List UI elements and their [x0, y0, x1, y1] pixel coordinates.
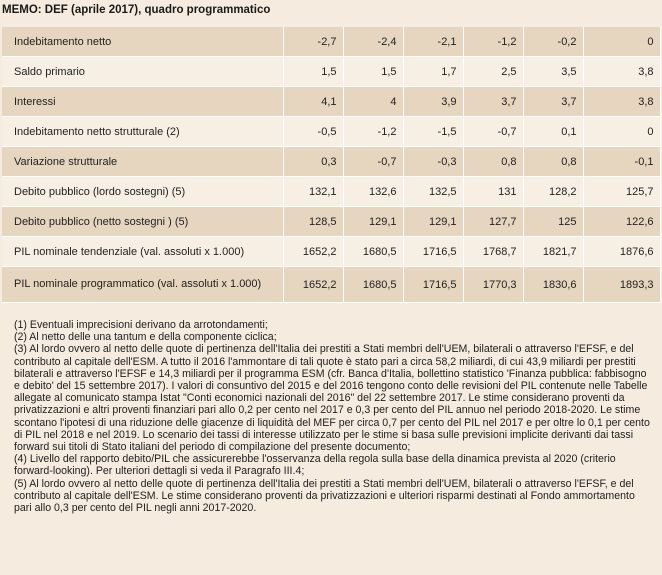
cell-value: 2,5 — [463, 56, 524, 87]
table-row: Debito pubblico (lordo sostegni) (5) 132… — [2, 176, 661, 207]
table-row: Interessi 4,1 4 3,9 3,7 3,7 3,8 — [2, 86, 661, 117]
cell-value: 1821,7 — [523, 236, 584, 267]
table-row: Indebitamento netto strutturale (2) -0,5… — [2, 116, 661, 147]
cell-value: 129,1 — [403, 206, 464, 237]
cell-value: 0,3 — [283, 146, 344, 177]
cell-value: -0,7 — [463, 116, 524, 147]
cell-value: 0,8 — [463, 146, 524, 177]
row-label: PIL nominale programmatico (val. assolut… — [2, 266, 284, 303]
table-row: PIL nominale programmatico (val. assolut… — [2, 266, 661, 303]
cell-value: 3,8 — [583, 56, 661, 87]
cell-value: 3,8 — [583, 86, 661, 117]
cell-value: 4,1 — [283, 86, 344, 117]
cell-value: 3,7 — [523, 86, 584, 117]
cell-value: 1830,6 — [523, 266, 584, 303]
row-label: Debito pubblico (lordo sostegni) (5) — [2, 176, 284, 207]
cell-value: 132,6 — [343, 176, 404, 207]
cell-value: -0,2 — [523, 27, 584, 57]
cell-value: 1876,6 — [583, 236, 661, 267]
cell-value: 122,6 — [583, 206, 661, 237]
row-label: PIL nominale tendenziale (val. assoluti … — [2, 236, 284, 267]
cell-value: 1716,5 — [403, 236, 464, 267]
row-label: Indebitamento netto — [2, 27, 284, 57]
cell-value: 1768,7 — [463, 236, 524, 267]
memo-title: MEMO: DEF (aprile 2017), quadro programm… — [2, 4, 271, 16]
cell-value: 1,7 — [403, 56, 464, 87]
cell-value: 3,7 — [463, 86, 524, 117]
table-row: Debito pubblico (netto sostegni ) (5) 12… — [2, 206, 661, 237]
table-row: Variazione strutturale 0,3 -0,7 -0,3 0,8… — [2, 146, 661, 177]
cell-value: 132,1 — [283, 176, 344, 207]
cell-value: 1893,3 — [583, 266, 661, 303]
cell-value: 1680,5 — [343, 266, 404, 303]
footnote: (3) Al lordo ovvero al netto delle quote… — [14, 343, 650, 454]
row-label: Interessi — [2, 86, 284, 117]
cell-value: -0,1 — [583, 146, 661, 177]
cell-value: -0,3 — [403, 146, 464, 177]
row-label: Saldo primario — [2, 56, 284, 87]
footnote: (2) Al netto delle una tantum e della co… — [14, 331, 277, 344]
cell-value: -1,2 — [463, 27, 524, 57]
cell-value: -0,5 — [283, 116, 344, 147]
cell-value: 128,5 — [283, 206, 344, 237]
cell-value: 0,8 — [523, 146, 584, 177]
cell-value: -2,7 — [283, 27, 344, 57]
cell-value: 131 — [463, 176, 524, 207]
footnote: (4) Livello del rapporto debito/PIL che … — [14, 453, 616, 478]
cell-value: 125,7 — [583, 176, 661, 207]
cell-value: -0,7 — [343, 146, 404, 177]
cell-value: 3,5 — [523, 56, 584, 87]
table-row: Saldo primario 1,5 1,5 1,7 2,5 3,5 3,8 — [2, 56, 661, 87]
cell-value: -2,1 — [403, 27, 464, 57]
cell-value: 132,5 — [403, 176, 464, 207]
cell-value: 1680,5 — [343, 236, 404, 267]
cell-value: 0 — [583, 116, 661, 147]
cell-value: 1716,5 — [403, 266, 464, 303]
cell-value: -1,5 — [403, 116, 464, 147]
table-row: PIL nominale tendenziale (val. assoluti … — [2, 236, 661, 267]
row-label: Debito pubblico (netto sostegni ) (5) — [2, 206, 284, 237]
cell-value: 1652,2 — [283, 266, 344, 303]
footnote: (1) Eventuali imprecisioni derivano da a… — [14, 319, 268, 331]
table-body: Indebitamento netto -2,7 -2,4 -2,1 -1,2 … — [2, 27, 661, 303]
cell-value: 4 — [343, 86, 404, 117]
cell-value: 128,2 — [523, 176, 584, 207]
cell-value: -1,2 — [343, 116, 404, 147]
footnotes: (1) Eventuali imprecisioni derivano da a… — [14, 319, 654, 514]
cell-value: 0 — [583, 27, 661, 57]
fiscal-table: Indebitamento netto -2,7 -2,4 -2,1 -1,2 … — [2, 27, 661, 303]
cell-value: -2,4 — [343, 27, 404, 57]
row-label: Indebitamento netto strutturale (2) — [2, 116, 284, 147]
cell-value: 1770,3 — [463, 266, 524, 303]
cell-value: 127,7 — [463, 206, 524, 237]
cell-value: 3,9 — [403, 86, 464, 117]
cell-value: 1,5 — [343, 56, 404, 87]
cell-value: 129,1 — [343, 206, 404, 237]
cell-value: 0,1 — [523, 116, 584, 147]
cell-value: 125 — [523, 206, 584, 237]
row-label: Variazione strutturale — [2, 146, 284, 177]
table-row: Indebitamento netto -2,7 -2,4 -2,1 -1,2 … — [2, 27, 661, 57]
cell-value: 1,5 — [283, 56, 344, 87]
footnote: (5) Al lordo ovvero al netto delle quote… — [14, 477, 635, 515]
cell-value: 1652,2 — [283, 236, 344, 267]
